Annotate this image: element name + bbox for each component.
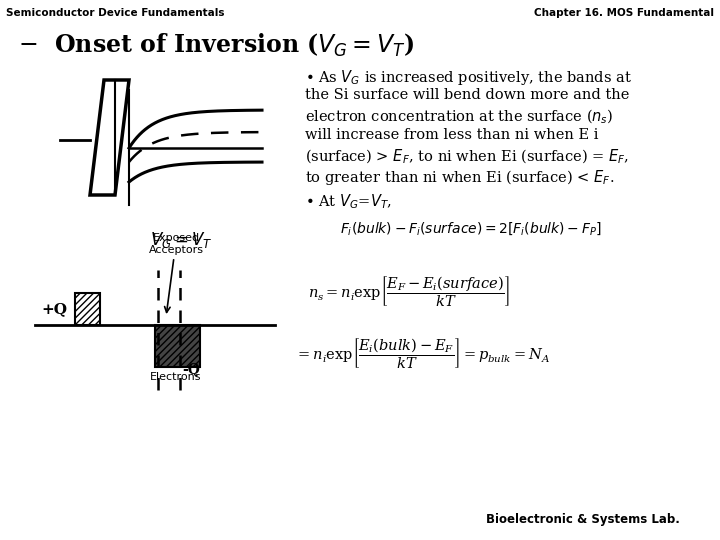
Text: $-$  Onset of Inversion ($V_G = V_T$): $-$ Onset of Inversion ($V_G = V_T$) xyxy=(18,32,414,59)
Text: Bioelectronic & Systems Lab.: Bioelectronic & Systems Lab. xyxy=(486,513,680,526)
Text: +Q: +Q xyxy=(41,302,67,316)
Text: to greater than ni when Ei (surface) < $E_F$.: to greater than ni when Ei (surface) < $… xyxy=(305,168,614,187)
Polygon shape xyxy=(155,325,200,367)
Text: $V_G = V_T$: $V_G = V_T$ xyxy=(150,230,212,250)
Text: will increase from less than ni when E i: will increase from less than ni when E i xyxy=(305,128,598,142)
Text: $= n_i \exp\!\left[\dfrac{E_i(bulk) - E_F}{kT}\right] = p_{bulk} = N_A$: $= n_i \exp\!\left[\dfrac{E_i(bulk) - E_… xyxy=(295,336,550,370)
Text: Exposed
Acceptors: Exposed Acceptors xyxy=(148,233,204,255)
Text: $n_s = n_i \exp\!\left[\dfrac{E_F - E_i(surface)}{kT}\right]$: $n_s = n_i \exp\!\left[\dfrac{E_F - E_i(… xyxy=(308,274,510,308)
Text: Semiconductor Device Fundamentals: Semiconductor Device Fundamentals xyxy=(6,8,225,18)
Text: • At $V_G$=$V_T$,: • At $V_G$=$V_T$, xyxy=(305,192,392,211)
Text: -Q: -Q xyxy=(182,362,200,376)
Text: (surface) > $E_F$, to ni when Ei (surface) = $E_F$,: (surface) > $E_F$, to ni when Ei (surfac… xyxy=(305,148,629,166)
Text: Chapter 16. MOS Fundamental: Chapter 16. MOS Fundamental xyxy=(534,8,714,18)
Text: the Si surface will bend down more and the: the Si surface will bend down more and t… xyxy=(305,88,629,102)
Text: electron concentration at the surface ($n_s$): electron concentration at the surface ($… xyxy=(305,108,613,126)
Text: • As $V_G$ is increased positively, the bands at: • As $V_G$ is increased positively, the … xyxy=(305,68,632,87)
Text: $\mathit{F_i(bulk) - F_i(surface) = 2[F_i(bulk) - F_P]}$: $\mathit{F_i(bulk) - F_i(surface) = 2[F_… xyxy=(340,220,602,237)
Text: Electrons: Electrons xyxy=(150,372,202,382)
